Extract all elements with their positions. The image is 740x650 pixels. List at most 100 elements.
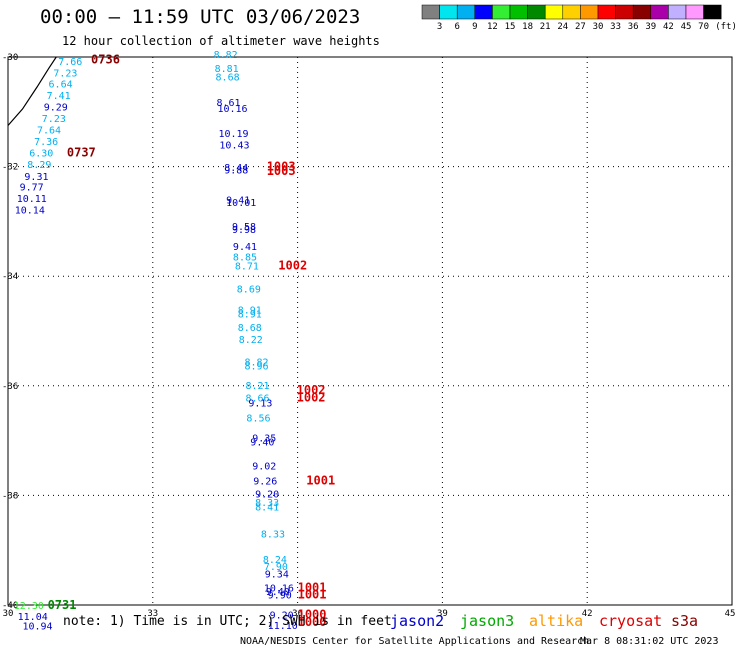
pass-time-label: 1002 [278, 259, 307, 273]
chart-grid [8, 57, 732, 605]
wave-height-label: 10.11 [17, 194, 47, 205]
wave-height-label: 8.56 [246, 413, 270, 424]
colorbar-tick-label: 9 [472, 22, 477, 32]
wave-height-label: 8.41 [255, 503, 279, 514]
y-tick-label: -34 [2, 272, 18, 282]
wave-height-label: 10.19 [218, 129, 248, 140]
wave-height-label: 8.71 [235, 262, 259, 273]
wave-height-label: 12.30 [14, 601, 44, 612]
wave-height-label: 10.43 [219, 141, 249, 152]
wave-height-label: 9.29 [44, 103, 68, 114]
page-title: 00:00 — 11:59 UTC 03/06/2023 [40, 6, 361, 28]
x-tick-label: 33 [147, 609, 158, 619]
colorbar-tick-label: 3 [437, 22, 442, 32]
wave-height-label: 8.44 [224, 163, 248, 174]
color-scale-legend: 3 6 9 12 15 18 21 24 27 30 33 36 39 42 45 70 (ft) [421, 4, 737, 32]
pass-time-label: 1000 [298, 608, 327, 622]
wave-height-label: 9.41 [226, 195, 250, 206]
colorbar-unit-label: (ft) [715, 22, 737, 32]
colorbar-tick-label: 42 [663, 22, 674, 32]
colorbar-swatch [474, 4, 493, 20]
colorbar-tick-label: 27 [575, 22, 586, 32]
wave-height-label: 8.66 [245, 394, 269, 405]
wave-height-label: 8.81 [215, 64, 239, 75]
colorbar-swatch [615, 4, 634, 20]
wave-height-label: 9.58 [232, 222, 256, 233]
legend-entry-altika: altika [529, 612, 583, 630]
page-subtitle: 12 hour collection of altimeter wave hei… [62, 34, 380, 48]
wave-height-label: 8.33 [255, 498, 279, 509]
wave-height-label: 11.04 [18, 612, 48, 623]
wave-height-label: 9.77 [20, 183, 44, 194]
colorbar-tick-label: 24 [557, 22, 568, 32]
wave-height-label: 6.30 [29, 149, 53, 160]
wave-height-label: 7.36 [34, 137, 58, 148]
wave-height-label: 9.20 [270, 611, 294, 622]
pass-time-label: 1002 [297, 383, 326, 397]
colorbar-tick-label: 70 [698, 22, 709, 32]
plot-frame [7, 56, 733, 606]
y-tick-label: -38 [2, 491, 18, 501]
wave-height-label: 8.24 [263, 555, 287, 566]
y-tick-label: -32 [2, 163, 18, 173]
pass-time-label: 1000 [298, 615, 327, 629]
wave-height-label: 9.98 [232, 225, 256, 236]
colorbar-tick-label: 45 [681, 22, 692, 32]
wave-height-label: 9.13 [248, 399, 272, 410]
wave-height-label: 10.16 [264, 583, 294, 594]
pass-time-label: 0731 [48, 598, 77, 612]
wave-height-label: 10.01 [226, 198, 256, 209]
wave-height-label: 8.82 [214, 50, 238, 61]
colorbar-swatch [456, 4, 476, 20]
wave-height-label: 9.40 [266, 587, 290, 598]
wave-height-label: 7.23 [42, 114, 66, 125]
wave-height-label: 9.35 [252, 434, 276, 445]
colorbar-tick-label: 39 [645, 22, 656, 32]
colorbar-swatch [439, 4, 458, 20]
pass-time-label: 1002 [297, 391, 326, 405]
pass-time-label: 1003 [267, 164, 296, 178]
pass-time-label: 1001 [298, 580, 327, 594]
footer-credit: NOAA/NESDIS Center for Satellite Applica… [240, 636, 589, 647]
wave-height-label: 9.31 [24, 172, 48, 183]
pass-time-label: 0736 [91, 53, 120, 67]
wave-height-label: 8.82 [245, 358, 269, 369]
wave-height-label: 11.10 [268, 621, 298, 632]
colorbar-tick-label: 21 [540, 22, 551, 32]
colorbar-swatch [703, 4, 722, 20]
x-tick-label: 36 [292, 609, 303, 619]
wave-height-label: 9.40 [250, 438, 274, 449]
wave-height-labels: 7.667.236.647.419.297.237.647.366.308.29… [14, 50, 298, 633]
track-line [7, 56, 57, 126]
wave-height-label: 8.69 [237, 285, 261, 296]
y-tick-label: -30 [2, 53, 18, 63]
chart-axes: 30 33 36 39 42 45 -30 -32 -34 -36 -38 -40 [2, 53, 735, 619]
x-tick-label: 42 [582, 609, 593, 619]
colorbar-tick-label: 6 [454, 22, 459, 32]
colorbar-tick-label: 15 [505, 22, 516, 32]
footer-note: note: 1) Time is in UTC; 2) SWH is in fe… [63, 614, 392, 629]
wave-height-label: 8.85 [233, 252, 257, 263]
colorbar-tick-label: 12 [487, 22, 498, 32]
wave-height-label: 7.90 [264, 562, 288, 573]
wave-height-label: 8.68 [238, 323, 262, 334]
pass-time-label: 1001 [298, 587, 327, 601]
wave-height-label: 9.34 [265, 570, 289, 581]
wave-height-label: 8.91 [238, 309, 262, 320]
wave-height-label: 10.14 [15, 206, 45, 217]
footer-timestamp: Mar 8 08:31:02 UTC 2023 [580, 636, 718, 647]
y-tick-label: -40 [2, 601, 18, 611]
colorbar-swatch [527, 4, 546, 20]
wave-height-label: 9.41 [233, 242, 257, 253]
wave-height-label: 8.68 [216, 73, 240, 84]
colorbar-swatch [421, 4, 440, 20]
wave-height-label: 8.21 [245, 381, 269, 392]
wave-height-label: 9.88 [224, 166, 248, 177]
legend-entry-cryosat: cryosat [599, 612, 662, 630]
wave-height-label: 7.66 [58, 57, 82, 68]
wave-height-label: 9.20 [255, 490, 279, 501]
x-tick-label: 39 [437, 609, 448, 619]
satellite-track [7, 56, 57, 126]
colorbar-swatch [650, 4, 669, 20]
